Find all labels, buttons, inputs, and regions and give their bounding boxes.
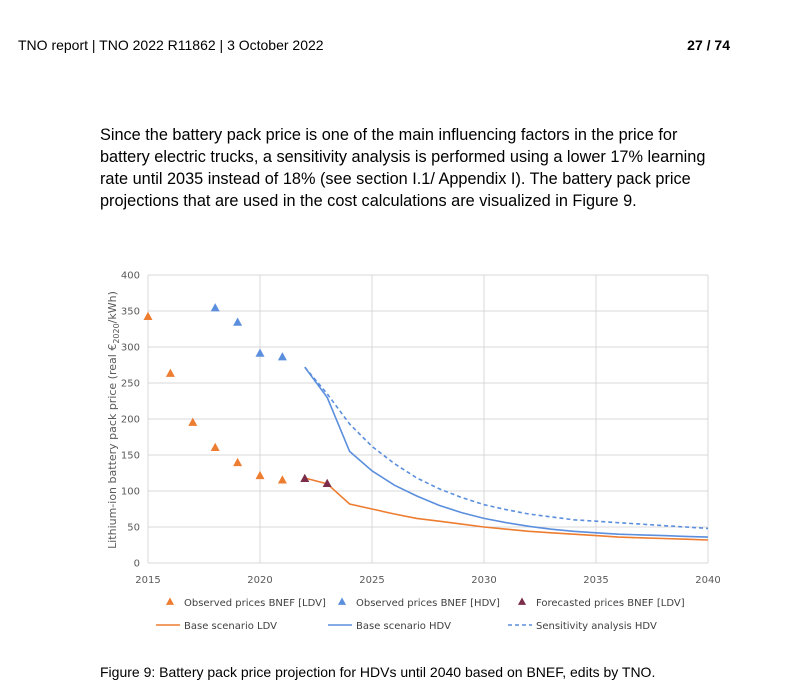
x-tick-label: 2025	[359, 575, 384, 586]
data-point-observed-prices-bnef-hdv-	[255, 348, 265, 357]
y-axis-label-subscript: 2020	[112, 323, 121, 343]
x-tick-label: 2020	[247, 575, 272, 586]
legend-entry: Sensitivity analysis HDV	[536, 621, 657, 632]
y-axis-label-part-1: Lithium-ion battery pack price (real €	[106, 344, 119, 549]
figure-caption: Figure 9: Battery pack price projection …	[100, 664, 656, 680]
data-point-forecasted-prices-bnef-ldv-	[300, 473, 310, 483]
data-point-observed-prices-bnef-ldv-	[165, 368, 175, 377]
data-point-observed-prices-bnef-ldv-	[143, 311, 153, 321]
legend-entry: Base scenario LDV	[184, 621, 277, 632]
series-line-sensitivity-analysis-hdv	[304, 366, 709, 530]
y-tick-label: 150	[121, 451, 140, 462]
tick-layer: 0 50 100 150 200 250 300 350 400 2015 2020 2025 2030…	[121, 271, 721, 587]
data-point-observed-prices-bnef-ldv-	[188, 417, 198, 426]
series-line-base-scenario-ldv	[304, 477, 709, 541]
x-tick-label: 2015	[135, 575, 160, 586]
data-point-observed-prices-bnef-ldv-	[233, 457, 243, 467]
y-axis-label: Lithium-ion battery pack price (real €20…	[106, 291, 121, 549]
y-tick-label: 0	[134, 559, 140, 570]
y-tick-label: 200	[121, 415, 140, 426]
legend-entry: Observed prices BNEF [HDV]	[356, 598, 500, 609]
y-tick-label: 250	[121, 379, 140, 390]
series-line-base-scenario-hdv	[304, 366, 709, 538]
data-point-observed-prices-bnef-ldv-	[210, 442, 220, 452]
data-point-observed-prices-bnef-ldv-	[277, 475, 287, 484]
body-paragraph: Since the battery pack price is one of t…	[100, 126, 706, 210]
series-layer	[143, 303, 709, 541]
legend-marker	[165, 597, 175, 605]
data-point-observed-prices-bnef-hdv-	[277, 352, 287, 361]
legend: Observed prices BNEF [LDV] Observed price…	[156, 597, 685, 632]
y-tick-label: 100	[121, 487, 140, 498]
y-tick-label: 300	[121, 343, 140, 354]
report-header: TNO report | TNO 2022 R11862 | 3 October…	[18, 37, 324, 53]
x-tick-label: 2030	[471, 575, 496, 586]
x-tick-label: 2035	[583, 575, 608, 586]
legend-marker	[337, 597, 347, 605]
y-tick-label: 350	[121, 307, 140, 318]
data-point-observed-prices-bnef-ldv-	[255, 470, 265, 480]
y-axis-label-part-2: /kWh)	[106, 291, 119, 323]
x-tick-label: 2040	[695, 575, 720, 586]
legend-entry: Forecasted prices BNEF [LDV]	[536, 598, 685, 609]
grid-layer	[147, 274, 709, 564]
legend-entry: Base scenario HDV	[356, 621, 451, 632]
data-point-forecasted-prices-bnef-ldv-	[322, 478, 332, 488]
legend-marker	[517, 597, 527, 605]
data-point-observed-prices-bnef-hdv-	[210, 303, 220, 312]
battery-price-chart: Lithium-ion battery pack price (real €20…	[106, 271, 721, 633]
legend-entry: Observed prices BNEF [LDV]	[184, 598, 326, 609]
y-tick-label: 400	[121, 271, 140, 282]
page-number: 27 / 74	[687, 37, 730, 53]
data-point-observed-prices-bnef-hdv-	[233, 317, 243, 326]
y-tick-label: 50	[127, 523, 140, 534]
